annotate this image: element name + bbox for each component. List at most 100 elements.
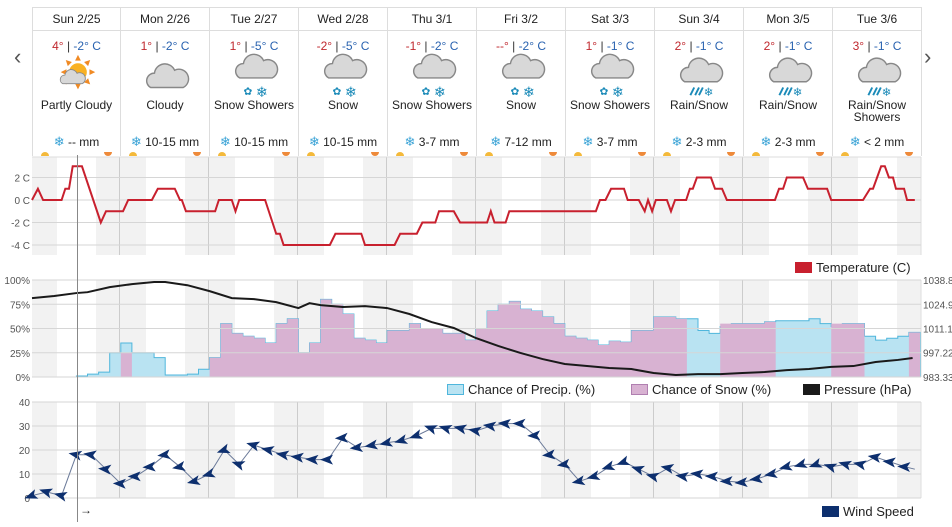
low-temp: -1° C [606,39,635,53]
day-column[interactable]: Wed 2/28 -2° | -5° C ✿ ❄ Snow ❄ 10-15 mm [299,8,388,156]
day-name: Sun 2/25 [33,8,120,31]
condition: Rain/Snow [758,98,818,112]
temp-range: 4° | -2° C [33,39,120,53]
day-column[interactable]: Thu 3/1 -1° | -2° C ✿ ❄ Snow Showers ❄ 3-… [388,8,477,156]
wind-barb [275,450,290,461]
wind-tick-label: 40 [19,398,31,409]
wind-barb [527,430,541,441]
day-column[interactable]: Sun 3/4 2° | -1° C ❄ Rain/Snow ❄ 2-3 mm [655,8,744,156]
wind-barb [586,470,601,481]
pressure-tick-label: 997.22 [923,349,952,360]
wind-barb [749,473,763,484]
wind-barb [260,446,275,456]
snow-showers-icon: ✿ ❄ [388,53,476,99]
legend-temperature[interactable]: Temperature (C) [795,260,911,275]
pressure-tick-label: 1011.11 [923,324,952,335]
night-band [541,157,591,255]
legend-label: Chance of Precip. (%) [468,382,596,397]
night-band [719,157,769,255]
wind-barb [334,432,349,443]
separator: | [152,39,162,53]
day-column[interactable]: Mon 2/26 1° | -2° C Cloudy ❄ 10-15 mm [121,8,210,156]
wind-barb [453,424,468,435]
wind-barb [512,418,526,429]
low-temp: -1° C [873,39,902,53]
wind-tick-label: 10 [19,470,31,481]
wind-barb [660,464,675,474]
wind-barb [142,461,156,472]
precip-amount: ❄ 10-15 mm [299,134,387,150]
rain-snow-icon: ❄ [744,53,832,99]
temp-range: 1° | -5° C [210,39,298,53]
wind-barb [320,454,333,465]
precip-amount: ❄ 3-7 mm [566,134,654,150]
day-column[interactable]: Mon 3/5 2° | -1° C ❄ Rain/Snow ❄ 2-3 mm [744,8,833,156]
temp-range: 1° | -1° C [566,39,654,53]
next-button[interactable]: › [924,44,932,69]
separator: | [864,39,874,53]
legend-snow[interactable]: Chance of Snow (%) [631,382,771,397]
snowflake-icon: ❄ [404,134,416,149]
separator: | [421,39,431,53]
wind-barb [764,468,778,479]
snowflake-icon: ❄ [760,134,772,149]
high-temp: 2° [674,39,687,53]
daily-forecast-strip: Sun 2/25 4° | -2° C Partly Cloudy ❄ -- m… [32,7,922,156]
precip-amount: ❄ < 2 mm [833,134,921,150]
sunset-icon [549,152,557,156]
wind-barb [645,472,660,483]
svg-text:❄: ❄ [345,85,357,99]
svg-text:❄: ❄ [523,85,535,99]
legend-wind[interactable]: Wind Speed [822,504,914,519]
snowflake-icon: ❄ [130,134,142,149]
high-temp: 2° [763,39,776,53]
wind-barb [542,449,556,460]
high-temp: -2° [316,39,333,53]
legend-swatch-temperature [795,262,812,273]
day-column[interactable]: Tue 3/6 3° | -1° C ❄ Rain/Snow Showers ❄… [833,8,922,156]
wind-barb [897,462,911,473]
svg-text:✿: ✿ [510,86,519,98]
wind-barb [112,478,126,489]
legend-swatch-wind [822,506,839,517]
svg-text:✿: ✿ [332,86,341,98]
day-column[interactable]: Sat 3/3 1° | -1° C ✿ ❄ Snow Showers ❄ 3-7… [566,8,655,156]
snow-showers-icon: ✿ ❄ [210,53,298,99]
sunrise-icon [485,152,493,156]
precip-tick-label: 100% [4,276,30,287]
wind-barb [231,461,246,471]
pressure-tick-label: 1024.99 [923,300,952,311]
wind-barb [349,442,364,453]
svg-text:❄: ❄ [256,85,268,99]
wind-barb [157,449,171,460]
legend-precip[interactable]: Chance of Precip. (%) [447,382,595,397]
sunrise-icon [129,152,137,156]
amount-text: -- mm [67,135,100,149]
wind-barb [867,453,882,463]
day-name: Wed 2/28 [299,8,387,31]
day-column[interactable]: Tue 2/27 1° | -5° C ✿ ❄ Snow Showers ❄ 10… [210,8,299,156]
precip-tick-label: 50% [10,325,30,336]
wind-barb [216,443,231,454]
condition: Rain/Snow Showers [847,98,907,124]
night-band [630,157,680,255]
cursor-arrow: → [80,503,92,517]
wind-barb [424,425,438,435]
prev-button[interactable]: ‹ [14,44,22,69]
condition: Partly Cloudy [40,98,113,112]
snow-showers-icon: ✿ ❄ [566,53,654,99]
wind-barb [704,471,718,482]
sunset-icon [460,152,468,156]
temp-tick-label: 2 C [14,174,30,185]
precip-tick-label: 25% [10,349,30,360]
condition: Snow Showers [391,98,473,112]
wind-tick-label: 0 [24,494,30,505]
day-column[interactable]: Fri 3/2 --° | -2° C ✿ ❄ Snow ❄ 7-12 mm [477,8,566,156]
low-temp: -1° C [695,39,724,53]
day-column[interactable]: Sun 2/25 4° | -2° C Partly Cloudy ❄ -- m… [32,8,121,156]
pressure-tick-label: 1038.88 [923,276,952,287]
wind-barb [690,469,704,480]
temp-range: 2° | -1° C [655,39,743,53]
legend-pressure[interactable]: Pressure (hPa) [803,382,911,397]
snow-icon: ✿ ❄ [477,53,565,99]
